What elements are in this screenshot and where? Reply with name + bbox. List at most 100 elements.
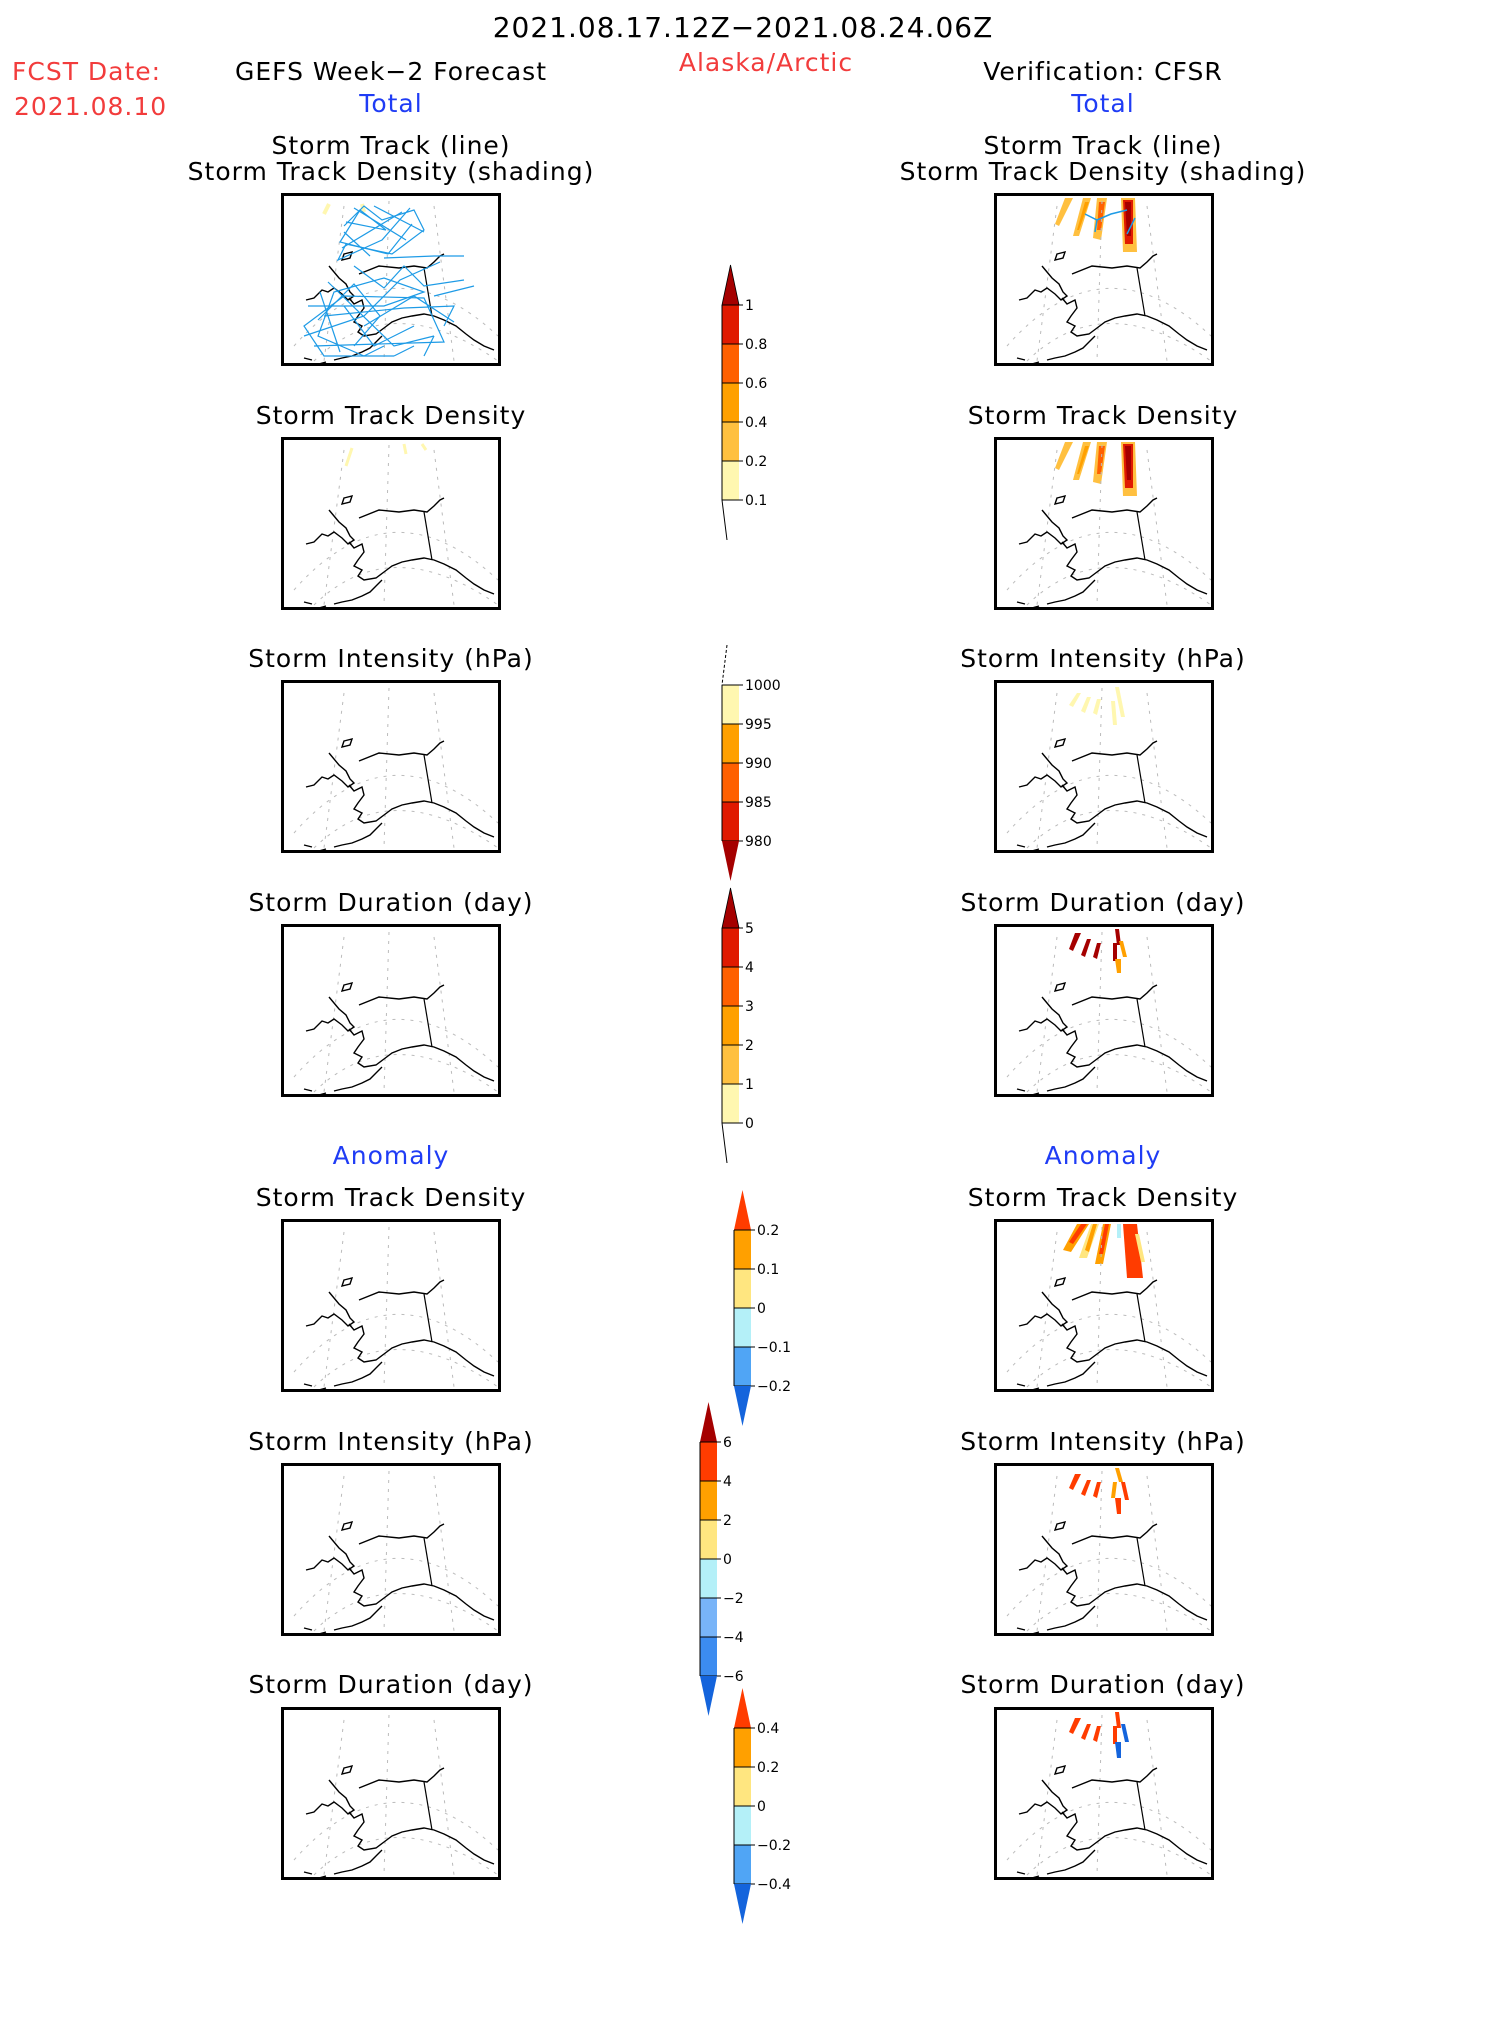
anomaly-density-shading [1117,1224,1121,1238]
alaska-canada-border [1136,267,1146,317]
anomaly-duration-shading [1115,1742,1121,1758]
intensity-shading [1093,699,1101,715]
graticule [1006,1226,1211,1388]
graticule [293,931,498,1093]
intensity-shading [1111,701,1117,725]
left-intensity-title: Storm Intensity (hPa) [248,644,534,673]
colorbar-label: −0.2 [757,1379,791,1395]
density-shading [344,443,428,467]
colorbar-label: 0.1 [757,1262,779,1278]
colorbar-label: 4 [745,960,754,976]
alaska-canada-border [423,1293,433,1343]
coastline [1016,1765,1208,1877]
colorbar-segment [722,928,739,967]
coastline [1016,495,1208,607]
alaska-canada-border [1136,511,1146,561]
duration-shading [1069,933,1081,951]
colorbar-segment [700,1637,717,1676]
colorbar-segment [722,1006,739,1045]
density-shading [1055,198,1073,226]
duration-shading [1119,941,1127,957]
anomaly-intensity-shading [1111,1482,1117,1498]
colorbar-extend-min [734,1884,751,1924]
colorbar-segment [700,1598,717,1637]
coastline [1016,251,1208,363]
density-shading [322,203,366,215]
graticule [293,687,498,849]
graticule [1006,200,1211,362]
colorbar-label: 5 [745,921,754,937]
coastline [303,738,495,850]
colorbar-extend-max [721,264,740,306]
colorbar-label: 3 [745,999,754,1015]
left-duration-title: Storm Duration (day) [248,888,534,917]
map-right-intensity [994,680,1214,853]
map-right-duration [994,924,1214,1097]
colorbar-label: 985 [745,795,772,811]
left-anom-duration-title: Storm Duration (day) [248,1670,534,1699]
intensity-shading [1115,687,1125,717]
right-anom-density-title: Storm Track Density [967,1183,1239,1212]
coastline [1016,982,1208,1094]
right-anom-intensity-title: Storm Intensity (hPa) [960,1427,1246,1456]
colorbar-segment [722,724,739,763]
alaska-canada-border [1136,1537,1146,1587]
colorbar-label: 0 [723,1552,732,1568]
map-right-density [994,437,1214,610]
map-left-anom-intensity [281,1463,501,1636]
intensity-shading [1081,697,1091,713]
anomaly-duration-shading [1081,1724,1091,1740]
coastline [303,1521,495,1633]
alaska-canada-border [1136,1781,1146,1831]
colorbar-label: 0.8 [745,337,767,353]
colorbar-segment [722,685,739,724]
anomaly-duration-shading [1069,1718,1081,1734]
coastline [1016,738,1208,850]
storm-track-lines [303,205,475,357]
colorbar-segment [734,1347,751,1386]
colorbar-label: −0.1 [757,1340,791,1356]
duration-shading [1081,939,1091,957]
alaska-canada-border [423,1781,433,1831]
colorbar-tail [721,644,728,686]
left-density-title: Storm Track Density [255,401,527,430]
map-left-density [281,437,501,610]
colorbar-segment [722,1084,739,1123]
density-shading [1055,442,1073,470]
right-track-line-title: Storm Track (line) [983,131,1223,160]
coastline [303,251,495,363]
colorbar-segment [722,802,739,841]
colorbar-label: 0 [745,1116,754,1132]
colorbar-label: 0.2 [757,1223,779,1239]
coastline [1016,1521,1208,1633]
graticule [293,444,498,606]
map-right-track [994,193,1214,366]
colorbar-intensity-anomaly: 6 4 2 0 −2 −4 −6 [699,1402,780,1746]
density-shading [1077,202,1089,230]
anomaly-intensity-shading [1115,1498,1121,1514]
anomaly-density-shading [1085,1224,1097,1252]
colorbar-segment [700,1520,717,1559]
colorbar-segment [722,344,739,383]
anomaly-duration-shading [1093,1726,1101,1742]
map-left-duration [281,924,501,1097]
alaska-canada-border [423,1537,433,1587]
colorbar-label: 6 [723,1435,732,1451]
colorbar-segment [722,422,739,461]
colorbar-segment [722,967,739,1006]
colorbar-segment [734,1230,751,1269]
anomaly-duration-shading [1121,1724,1129,1742]
alaska-canada-border [1136,1293,1146,1343]
map-left-track [281,193,501,366]
colorbar-duration-anomaly: 0.4 0.2 0 −0.2 −0.4 [733,1688,814,2032]
alaska-canada-border [1136,754,1146,804]
left-total-label: Total [359,89,423,118]
left-track-shading-title: Storm Track Density (shading) [187,157,595,186]
anomaly-intensity-shading [1081,1480,1091,1496]
colorbar-label: 0 [757,1799,766,1815]
graticule [293,1470,498,1632]
anomaly-intensity-shading [1115,1468,1123,1482]
colorbar-extend-max [721,887,740,929]
colorbar-segment [700,1481,717,1520]
colorbar-label: 0.4 [745,415,767,431]
